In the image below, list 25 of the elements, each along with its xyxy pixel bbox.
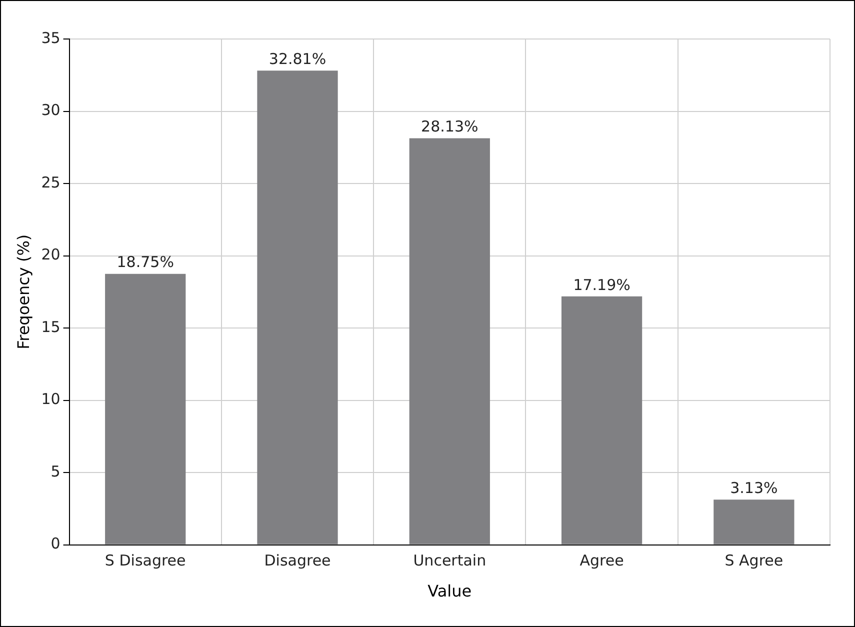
y-tick-label: 15 bbox=[41, 318, 60, 336]
bar bbox=[714, 500, 794, 544]
y-tick-label: 20 bbox=[41, 246, 60, 264]
data-label: 17.19% bbox=[573, 276, 630, 294]
bar bbox=[257, 70, 338, 544]
y-tick-label: 25 bbox=[41, 173, 60, 192]
data-label: 32.81% bbox=[268, 50, 326, 68]
data-label: 18.75% bbox=[116, 253, 174, 272]
y-tick-label: 0 bbox=[50, 534, 60, 553]
y-tick-label: 5 bbox=[50, 462, 60, 480]
data-label: 28.13% bbox=[421, 118, 478, 136]
x-tick-label: Uncertain bbox=[413, 552, 486, 570]
bar bbox=[105, 274, 186, 544]
bar bbox=[561, 296, 642, 544]
y-tick-label: 30 bbox=[41, 101, 60, 120]
x-tick-label: Disagree bbox=[264, 552, 331, 570]
y-tick-label: 35 bbox=[41, 28, 60, 47]
y-axis-title: Freqoency (%) bbox=[14, 234, 33, 350]
x-tick-label: S Agree bbox=[724, 552, 784, 570]
y-tick-label: 10 bbox=[41, 390, 60, 408]
data-label: 3.13% bbox=[730, 478, 778, 497]
x-tick-label: S Disagree bbox=[104, 552, 186, 570]
x-axis-title: Value bbox=[428, 582, 472, 601]
x-tick-label: Agree bbox=[580, 552, 624, 570]
bar bbox=[409, 138, 490, 544]
